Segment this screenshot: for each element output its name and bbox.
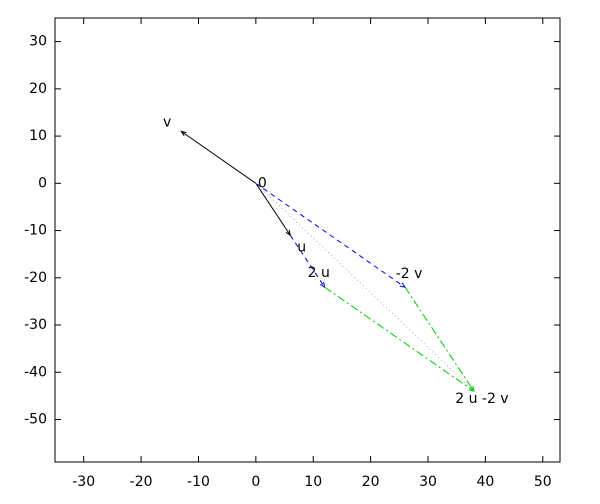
y-tick-label: 20 bbox=[29, 81, 47, 97]
x-tick-label: 40 bbox=[476, 474, 494, 490]
point-label: 2 u bbox=[308, 265, 330, 281]
y-tick-label: -40 bbox=[24, 364, 47, 380]
vector bbox=[181, 131, 257, 184]
x-tick-label: -20 bbox=[130, 474, 153, 490]
y-tick-label: 10 bbox=[29, 128, 47, 144]
x-tick-label: -10 bbox=[187, 474, 210, 490]
x-tick-label: 0 bbox=[251, 474, 260, 490]
point-label: v bbox=[163, 114, 171, 130]
point-label: u bbox=[297, 239, 306, 255]
vector bbox=[404, 286, 474, 391]
x-tick-label: 30 bbox=[419, 474, 437, 490]
plot-frame bbox=[54, 17, 561, 463]
vector bbox=[255, 182, 405, 287]
x-tick-label: -30 bbox=[72, 474, 95, 490]
x-tick-label: 10 bbox=[304, 474, 322, 490]
y-tick-label: -10 bbox=[24, 223, 47, 239]
y-tick-label: 0 bbox=[38, 175, 47, 191]
vector bbox=[255, 182, 475, 392]
point-label: -2 v bbox=[396, 266, 423, 282]
vector bbox=[255, 183, 290, 235]
y-tick-label: -20 bbox=[24, 270, 47, 286]
vector bbox=[289, 235, 324, 287]
point-label: 0 bbox=[258, 175, 267, 191]
point-label: 2 u -2 v bbox=[455, 391, 508, 407]
x-tick-label: 20 bbox=[362, 474, 380, 490]
y-tick-label: -50 bbox=[24, 411, 47, 427]
vector bbox=[324, 286, 474, 391]
y-tick-label: 30 bbox=[29, 34, 47, 50]
y-tick-label: -30 bbox=[24, 317, 47, 333]
x-tick-label: 50 bbox=[534, 474, 552, 490]
